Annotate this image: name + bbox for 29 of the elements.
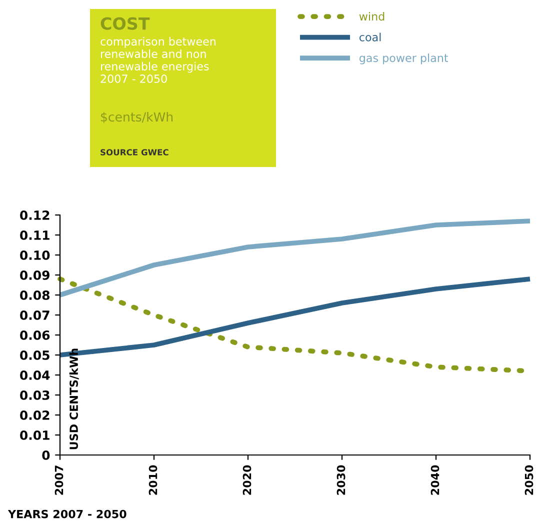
y-tick-label: 0.12 <box>20 210 50 220</box>
y-tick-label: 0.10 <box>20 250 50 260</box>
y-tick-label: 0.07 <box>20 310 50 320</box>
y-tick-label: 0.05 <box>20 350 50 360</box>
y-tick-label: 0.09 <box>20 270 50 280</box>
chart-subtitle: comparison between renewable and non renewable energies 2007 - 2050 <box>100 37 216 83</box>
y-tick-label: 0 <box>42 450 50 460</box>
y-tick-label: 0.04 <box>20 370 50 380</box>
legend-label: wind <box>359 12 384 21</box>
x-tick-label: 2040 <box>430 465 440 495</box>
x-tick-label: 2010 <box>148 465 158 495</box>
x-tick-label: 2007 <box>54 466 64 495</box>
y-tick-label: 0.08 <box>20 290 50 300</box>
y-tick-label: 0.11 <box>20 230 50 240</box>
y-tick-label: 0.03 <box>20 390 50 400</box>
chart-title: COST <box>100 17 150 30</box>
y-tick-label: 0.06 <box>20 330 50 340</box>
line-series <box>58 218 532 298</box>
legend-label: coal <box>360 32 381 42</box>
legend-label: gas power plant <box>360 54 448 64</box>
source-note: SOURCE GWEC <box>100 149 168 156</box>
text: $cents/kWh <box>101 112 173 124</box>
x-axis-title: YEARS 2007 - 2050 <box>8 510 126 518</box>
y-tick-label: 0.02 <box>20 410 50 420</box>
y-axis-title: USD CENTS/kWh <box>69 348 79 450</box>
x-tick-label: 2020 <box>242 465 252 495</box>
x-tick-label: 2050 <box>524 465 534 495</box>
y-tick-label: 0.01 <box>20 430 50 440</box>
x-tick-label: 2030 <box>336 465 346 495</box>
